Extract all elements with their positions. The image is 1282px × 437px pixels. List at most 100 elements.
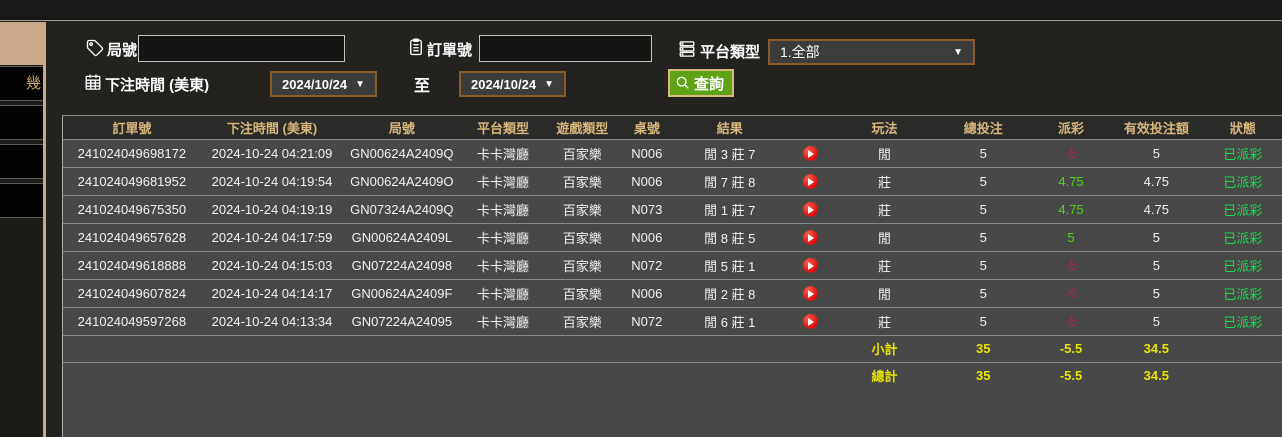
table-row: 241024049698172 2024-10-24 04:21:09 GN0062… bbox=[63, 138, 1282, 167]
cell-platform: 卡卡灣廳 bbox=[460, 306, 546, 335]
subtotal-valid-bet: 34.5 bbox=[1108, 334, 1204, 362]
col-header-table_no: 桌號 bbox=[618, 116, 675, 139]
cell-game: 百家樂 bbox=[545, 222, 619, 251]
sidebar-item-2[interactable] bbox=[0, 144, 43, 179]
chevron-down-icon: ▼ bbox=[544, 78, 554, 90]
total-empty-cell bbox=[545, 361, 619, 389]
search-button[interactable]: 查詢 bbox=[668, 69, 735, 97]
total-valid-bet: 34.5 bbox=[1108, 361, 1204, 389]
cell-round: GN07224A24095 bbox=[343, 306, 461, 335]
cell-play: 莊 bbox=[835, 194, 934, 223]
date-range-to-label: 至 bbox=[414, 78, 431, 95]
cell-table-no: N006 bbox=[618, 166, 675, 195]
sidebar-item-1[interactable] bbox=[0, 105, 43, 140]
filter-panel: 局號 訂單號 平台類型 1.全部 ▼ 下注時間 (美東) 2024/10/24 … bbox=[46, 22, 1282, 115]
col-header-order: 訂單號 bbox=[63, 116, 201, 139]
subtotal-empty-cell bbox=[674, 334, 785, 362]
cell-valid-bet: 5 bbox=[1108, 138, 1204, 167]
cell-status: 已派彩 bbox=[1203, 138, 1282, 167]
platform-type-value: 1.全部 bbox=[780, 44, 820, 60]
total-empty-cell bbox=[674, 361, 785, 389]
cell-time: 2024-10-24 04:17:59 bbox=[200, 222, 344, 251]
col-header-status: 狀態 bbox=[1203, 116, 1282, 139]
platform-type-select[interactable]: 1.全部 ▼ bbox=[768, 39, 975, 65]
total-row: 總計 35 -5.5 34.5 bbox=[63, 361, 1282, 389]
cell-payout: -5 bbox=[1033, 138, 1109, 167]
cell-status: 已派彩 bbox=[1203, 194, 1282, 223]
subtotal-empty-cell bbox=[1203, 334, 1282, 362]
search-button-label: 查詢 bbox=[694, 75, 725, 93]
round-number-label: 局號 bbox=[107, 42, 138, 59]
cell-round: GN00624A2409Q bbox=[343, 138, 461, 167]
total-empty-cell bbox=[1203, 361, 1282, 389]
replay-play-icon[interactable] bbox=[802, 174, 818, 190]
cell-replay bbox=[784, 194, 836, 223]
replay-play-icon[interactable] bbox=[802, 314, 818, 330]
cell-replay bbox=[784, 250, 836, 279]
cell-game: 百家樂 bbox=[545, 278, 619, 307]
subtotal-empty-cell bbox=[63, 334, 201, 362]
cell-replay bbox=[784, 222, 836, 251]
cell-game: 百家樂 bbox=[545, 306, 619, 335]
cell-order: 241024049597268 bbox=[63, 306, 201, 335]
date-to-value: 2024/10/24 bbox=[471, 76, 537, 92]
cell-order: 241024049607824 bbox=[63, 278, 201, 307]
cell-status: 已派彩 bbox=[1203, 306, 1282, 335]
total-empty-cell bbox=[343, 361, 461, 389]
sidebar-item-0[interactable]: 幾 bbox=[0, 66, 43, 101]
cell-table-no: N006 bbox=[618, 278, 675, 307]
total-empty-cell bbox=[460, 361, 546, 389]
replay-play-icon[interactable] bbox=[802, 286, 818, 302]
sidebar-item-3[interactable] bbox=[0, 183, 43, 218]
table-row: 241024049597268 2024-10-24 04:13:34 GN0722… bbox=[63, 306, 1282, 335]
cell-status: 已派彩 bbox=[1203, 222, 1282, 251]
cell-total-bet: 5 bbox=[933, 278, 1034, 307]
cell-order: 241024049681952 bbox=[63, 166, 201, 195]
subtotal-total-bet: 35 bbox=[933, 334, 1034, 362]
cell-platform: 卡卡灣廳 bbox=[460, 222, 546, 251]
left-sidebar: 幾 bbox=[0, 22, 53, 437]
cell-time: 2024-10-24 04:15:03 bbox=[200, 250, 344, 279]
total-label: 總計 bbox=[835, 361, 934, 389]
cell-order: 241024049657628 bbox=[63, 222, 201, 251]
cell-valid-bet: 4.75 bbox=[1108, 194, 1204, 223]
cell-time: 2024-10-24 04:19:19 bbox=[200, 194, 344, 223]
bet-records-table: 訂單號 下注時間 (美東) 局號 平台類型 遊戲類型 桌號 結果 玩法 總投注 派彩 有效投注額 狀態… bbox=[62, 115, 1282, 437]
cell-order: 241024049618888 bbox=[63, 250, 201, 279]
col-header-game: 遊戲類型 bbox=[545, 116, 619, 139]
cell-platform: 卡卡灣廳 bbox=[460, 138, 546, 167]
subtotal-empty-cell bbox=[200, 334, 344, 362]
total-total-bet: 35 bbox=[933, 361, 1034, 389]
col-header-platform: 平台類型 bbox=[460, 116, 546, 139]
replay-play-icon[interactable] bbox=[802, 230, 818, 246]
cell-total-bet: 5 bbox=[933, 306, 1034, 335]
order-number-input[interactable] bbox=[479, 35, 652, 62]
cell-payout: 4.75 bbox=[1033, 194, 1109, 223]
cell-table-no: N006 bbox=[618, 138, 675, 167]
replay-play-icon[interactable] bbox=[802, 146, 818, 162]
subtotal-row: 小計 35 -5.5 34.5 bbox=[63, 334, 1282, 362]
replay-play-icon[interactable] bbox=[802, 202, 818, 218]
cell-replay bbox=[784, 166, 836, 195]
col-header-time: 下注時間 (美東) bbox=[200, 116, 344, 139]
cell-table-no: N006 bbox=[618, 222, 675, 251]
cell-valid-bet: 5 bbox=[1108, 250, 1204, 279]
cell-payout: 4.75 bbox=[1033, 166, 1109, 195]
platform-list-icon bbox=[678, 40, 696, 58]
replay-play-icon[interactable] bbox=[802, 258, 818, 274]
subtotal-empty-cell bbox=[784, 334, 836, 362]
subtotal-empty-cell bbox=[545, 334, 619, 362]
cell-result: 閒 5 莊 1 bbox=[674, 250, 785, 279]
cell-table-no: N073 bbox=[618, 194, 675, 223]
cell-result: 閒 7 莊 8 bbox=[674, 166, 785, 195]
date-to-select[interactable]: 2024/10/24 ▼ bbox=[459, 71, 566, 97]
search-icon bbox=[676, 76, 689, 89]
cell-payout: -5 bbox=[1033, 306, 1109, 335]
cell-game: 百家樂 bbox=[545, 138, 619, 167]
cell-play: 莊 bbox=[835, 166, 934, 195]
cell-total-bet: 5 bbox=[933, 166, 1034, 195]
date-from-select[interactable]: 2024/10/24 ▼ bbox=[270, 71, 377, 97]
tag-icon bbox=[86, 39, 104, 57]
round-number-input[interactable] bbox=[138, 35, 345, 62]
